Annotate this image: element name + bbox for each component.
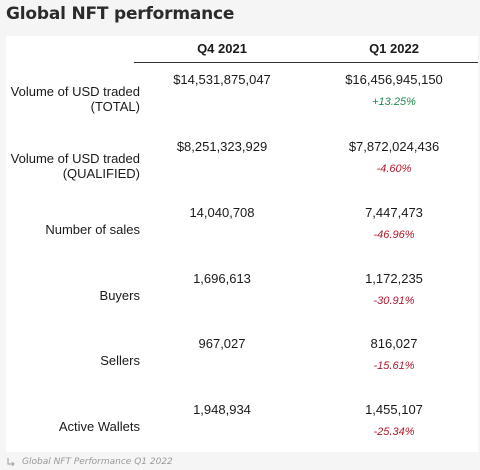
row-label-line1: Volume of USD traded [10, 151, 140, 166]
table-row-volume-qualified: Volume of USD traded (QUALIFIED) $8,251,… [6, 139, 478, 199]
value-q1: 816,027 [370, 336, 418, 351]
column-header-q1-2022: Q1 2022 [369, 41, 419, 56]
value-q1: 1,455,107 [365, 402, 423, 417]
page-title: Global NFT performance [6, 4, 235, 24]
value-q4: 967,027 [198, 336, 246, 351]
row-label: Volume of USD traded (QUALIFIED) [6, 151, 140, 181]
value-q4: 1,948,934 [193, 402, 251, 417]
nft-performance-table: Q4 2021 Q1 2022 Volume of USD traded (TO… [6, 36, 478, 452]
change-percent: -25.34% [373, 426, 415, 438]
value-q4: $8,251,323,929 [176, 139, 268, 154]
row-label: Volume of USD traded (TOTAL) [6, 84, 140, 114]
header-divider [134, 62, 478, 63]
row-label: Sellers [100, 353, 140, 368]
source-footer: Global NFT Performance Q1 2022 [6, 457, 173, 467]
value-q1: 1,172,235 [365, 271, 423, 286]
table-row-buyers: Buyers 1,696,613 1,172,235 -30.91% [6, 271, 478, 331]
value-q4: $14,531,875,047 [173, 72, 271, 87]
value-q4: 14,040,708 [189, 205, 255, 220]
value-q1: 7,447,473 [365, 205, 423, 220]
value-q1: $7,872,024,436 [348, 139, 440, 154]
table-row-number-of-sales: Number of sales 14,040,708 7,447,473 -46… [6, 205, 478, 265]
change-percent: -4.60% [376, 163, 412, 175]
value-q1: $16,456,945,150 [345, 72, 443, 87]
table-row-active-wallets: Active Wallets 1,948,934 1,455,107 -25.3… [6, 402, 478, 462]
change-percent: -46.96% [373, 229, 415, 241]
change-percent: -15.61% [373, 360, 415, 372]
change-percent: +13.25% [372, 96, 416, 108]
column-header-q4-2021: Q4 2021 [197, 41, 247, 56]
source-arrow-icon [6, 457, 16, 467]
row-label: Buyers [99, 288, 140, 303]
row-label-line1: Volume of USD traded [10, 84, 140, 99]
table-row-sellers: Sellers 967,027 816,027 -15.61% [6, 336, 478, 396]
source-caption: Global NFT Performance Q1 2022 [22, 457, 173, 467]
row-label-line2: (TOTAL) [90, 99, 140, 114]
change-percent: -30.91% [373, 295, 415, 307]
value-q4: 1,696,613 [193, 271, 251, 286]
row-label: Number of sales [45, 222, 140, 237]
table-row-volume-total: Volume of USD traded (TOTAL) $14,531,875… [6, 72, 478, 132]
row-label-line2: (QUALIFIED) [62, 166, 140, 181]
row-label: Active Wallets [58, 419, 140, 434]
